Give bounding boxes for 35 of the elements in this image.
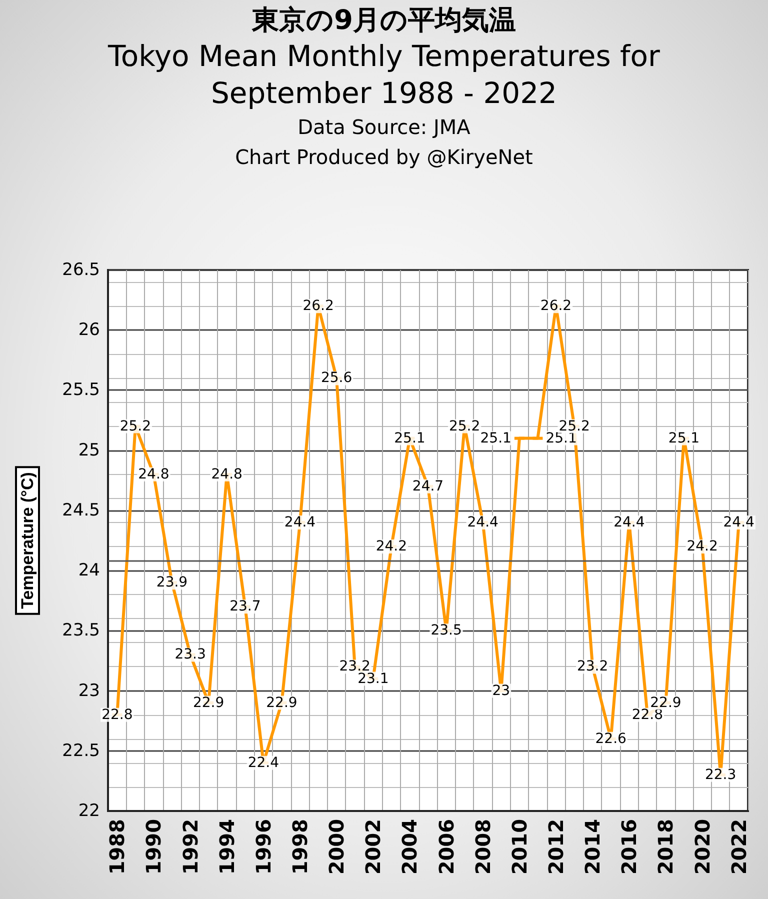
x-tick-label: 1988	[105, 819, 130, 875]
x-tick-label: 2016	[617, 819, 642, 875]
x-tick-label: 1992	[178, 819, 202, 875]
x-tick-label: 2022	[726, 819, 751, 875]
text: Chart Produced by @KiryeNet	[234, 144, 534, 171]
x-tick-label: 2000	[324, 819, 349, 875]
x-tick-label: 2008	[470, 819, 495, 875]
source-note: Data Source: JMA	[296, 114, 472, 141]
data-label: 25.1	[546, 430, 577, 446]
x-tick-label: 2002	[361, 819, 386, 875]
data-label: 25.1	[480, 430, 512, 446]
y-tick-label: 24	[78, 560, 100, 581]
y-tick-label: 22.5	[62, 740, 100, 761]
y-tick-label: 26	[78, 320, 100, 340]
chart-subtitle: Tokyo Mean Monthly Temperatures for September 1988 - 2022	[106, 38, 661, 112]
x-tick-label: 2004	[398, 819, 422, 875]
y-tick-label: 24.5	[62, 500, 100, 520]
x-tick-label: 2020	[690, 819, 714, 875]
y-tick-label: 25	[78, 440, 100, 460]
x-tick-label: 2014	[580, 819, 605, 875]
x-tick-label: 1996	[251, 819, 276, 875]
x-tick-label: 2018	[654, 819, 678, 875]
x-tick-label: 1994	[214, 819, 239, 875]
y-axis-title: Temperature (°C)	[18, 472, 37, 609]
x-tick-label: 2012	[544, 819, 568, 875]
x-tick-label: 2006	[434, 819, 458, 875]
x-tick-label: 1998	[288, 819, 312, 875]
y-tick-label: 22	[78, 801, 100, 821]
y-tick-label: 26.5	[62, 260, 100, 280]
y-tick-label: 23	[78, 680, 100, 701]
y-tick-label: 23.5	[62, 620, 100, 641]
chart-title: 東京の9月の平均気温	[250, 4, 517, 38]
y-tick-label: 25.5	[62, 380, 100, 400]
x-tick-label: 1990	[142, 819, 166, 875]
x-tick-label: 2010	[507, 819, 532, 875]
